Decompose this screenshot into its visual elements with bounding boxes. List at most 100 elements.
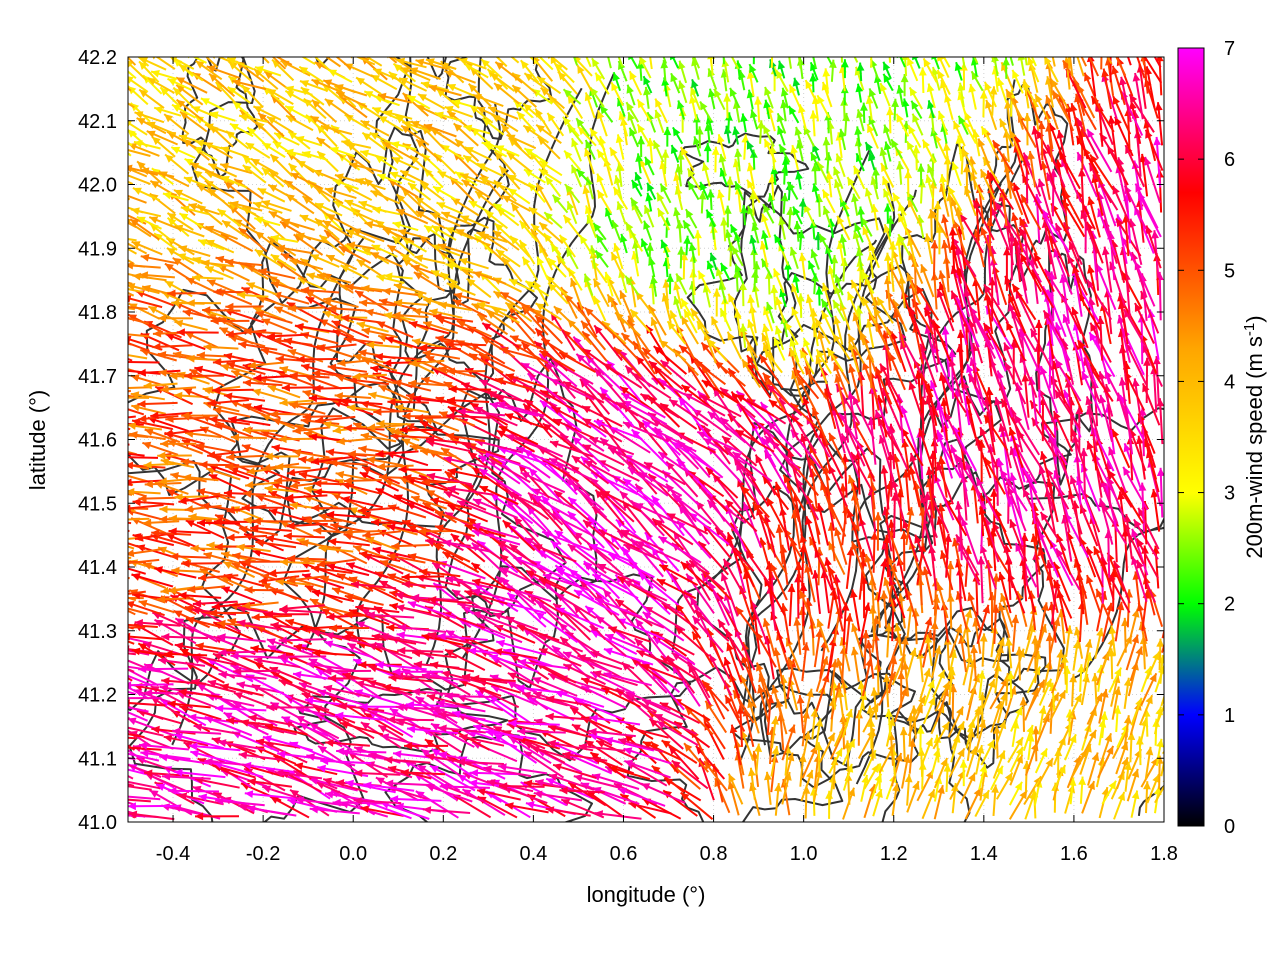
wind-vector	[1069, 674, 1077, 706]
wind-vector	[581, 44, 591, 67]
wind-vector	[747, 295, 755, 321]
wind-vector	[1161, 746, 1169, 776]
wind-vector	[752, 284, 760, 308]
wind-vector	[137, 400, 177, 408]
wind-vector	[114, 662, 163, 672]
wind-vector	[802, 642, 810, 681]
wind-vector	[968, 84, 976, 110]
wind-vector	[1127, 732, 1135, 763]
x-tick-label: 0.0	[339, 843, 367, 865]
wind-vector	[944, 94, 953, 120]
wind-vector	[645, 42, 653, 69]
wind-vector	[107, 90, 135, 107]
wind-vector	[627, 85, 635, 106]
wind-vector	[431, 270, 458, 282]
wind-vector	[94, 344, 133, 361]
wind-vector	[945, 499, 966, 536]
wind-vector	[531, 229, 548, 257]
wind-vector	[839, 302, 849, 330]
wind-vector	[1036, 748, 1047, 773]
wind-vector	[467, 279, 491, 298]
wind-vector	[1082, 40, 1098, 76]
wind-vector	[845, 613, 853, 653]
wind-vector	[704, 143, 712, 162]
wind-vector	[205, 266, 233, 279]
wind-vector	[194, 45, 218, 68]
wind-vector	[152, 343, 192, 351]
wind-vector	[702, 163, 710, 187]
wind-vector	[345, 631, 382, 652]
wind-vector	[922, 567, 932, 605]
wind-vector	[851, 647, 859, 682]
wind-vector	[593, 670, 638, 685]
wind-vector	[523, 126, 548, 143]
wind-vector	[1115, 117, 1133, 156]
wind-vector	[822, 46, 832, 64]
wind-vector	[967, 42, 977, 63]
wind-vector	[678, 61, 686, 83]
wind-vector	[215, 543, 255, 551]
wind-vector	[201, 98, 224, 110]
wind-vector	[1098, 31, 1106, 69]
wind-vector	[508, 175, 534, 188]
wind-vector	[904, 170, 912, 197]
wind-vector	[415, 255, 446, 264]
wind-vector	[912, 51, 920, 68]
wind-vector	[125, 262, 161, 270]
wind-vector	[93, 391, 131, 399]
wind-vector	[113, 777, 159, 789]
wind-vector	[244, 328, 283, 336]
wind-vector	[980, 633, 988, 666]
wind-vector	[537, 183, 552, 210]
wind-vector	[177, 328, 219, 336]
wind-vector	[246, 40, 269, 63]
wind-vector	[789, 106, 799, 123]
wind-vector	[611, 82, 623, 105]
wind-vector	[444, 382, 478, 399]
wind-vector	[923, 140, 935, 164]
wind-vector	[139, 600, 175, 612]
wind-vector	[1011, 615, 1019, 652]
wind-vector	[918, 748, 926, 777]
wind-vector	[750, 110, 758, 130]
wind-vector	[340, 398, 382, 406]
x-tick-label: 1.4	[970, 843, 998, 865]
wind-vector	[131, 573, 173, 587]
wind-vector	[1040, 602, 1049, 640]
wind-vector	[452, 99, 477, 108]
wind-vector	[653, 140, 663, 162]
wind-vector	[804, 204, 815, 226]
wind-vector	[410, 156, 433, 177]
wind-vector	[676, 220, 684, 242]
wind-vector	[367, 611, 415, 619]
wind-vector	[553, 195, 568, 213]
wind-vector	[404, 742, 448, 750]
x-tick-label: 0.4	[519, 843, 547, 865]
wind-vector	[301, 332, 339, 344]
wind-vector	[596, 235, 608, 252]
wind-vector	[1141, 291, 1159, 333]
wind-vector	[290, 173, 321, 188]
wind-vector	[655, 99, 667, 123]
wind-vector	[174, 769, 225, 777]
colorbar-tick-label: 3	[1224, 483, 1235, 505]
wind-vector	[751, 270, 759, 292]
wind-vector	[884, 276, 892, 311]
wind-vector	[459, 258, 489, 269]
wind-vector	[97, 389, 135, 397]
wind-vector	[584, 148, 594, 174]
wind-vector	[298, 278, 326, 290]
wind-vector	[817, 95, 829, 118]
wind-vector	[774, 783, 782, 816]
wind-vector	[399, 466, 442, 474]
y-tick-label: 42.1	[78, 111, 117, 133]
wind-vectors	[83, 24, 1175, 820]
wind-vector	[320, 235, 345, 255]
x-tick-label: -0.2	[246, 843, 280, 865]
wind-vector	[795, 171, 803, 189]
wind-vector	[569, 44, 577, 65]
y-tick-label: 41.0	[78, 812, 117, 834]
wind-vector	[919, 67, 927, 93]
wind-vector	[838, 39, 846, 63]
wind-vector	[740, 113, 748, 132]
